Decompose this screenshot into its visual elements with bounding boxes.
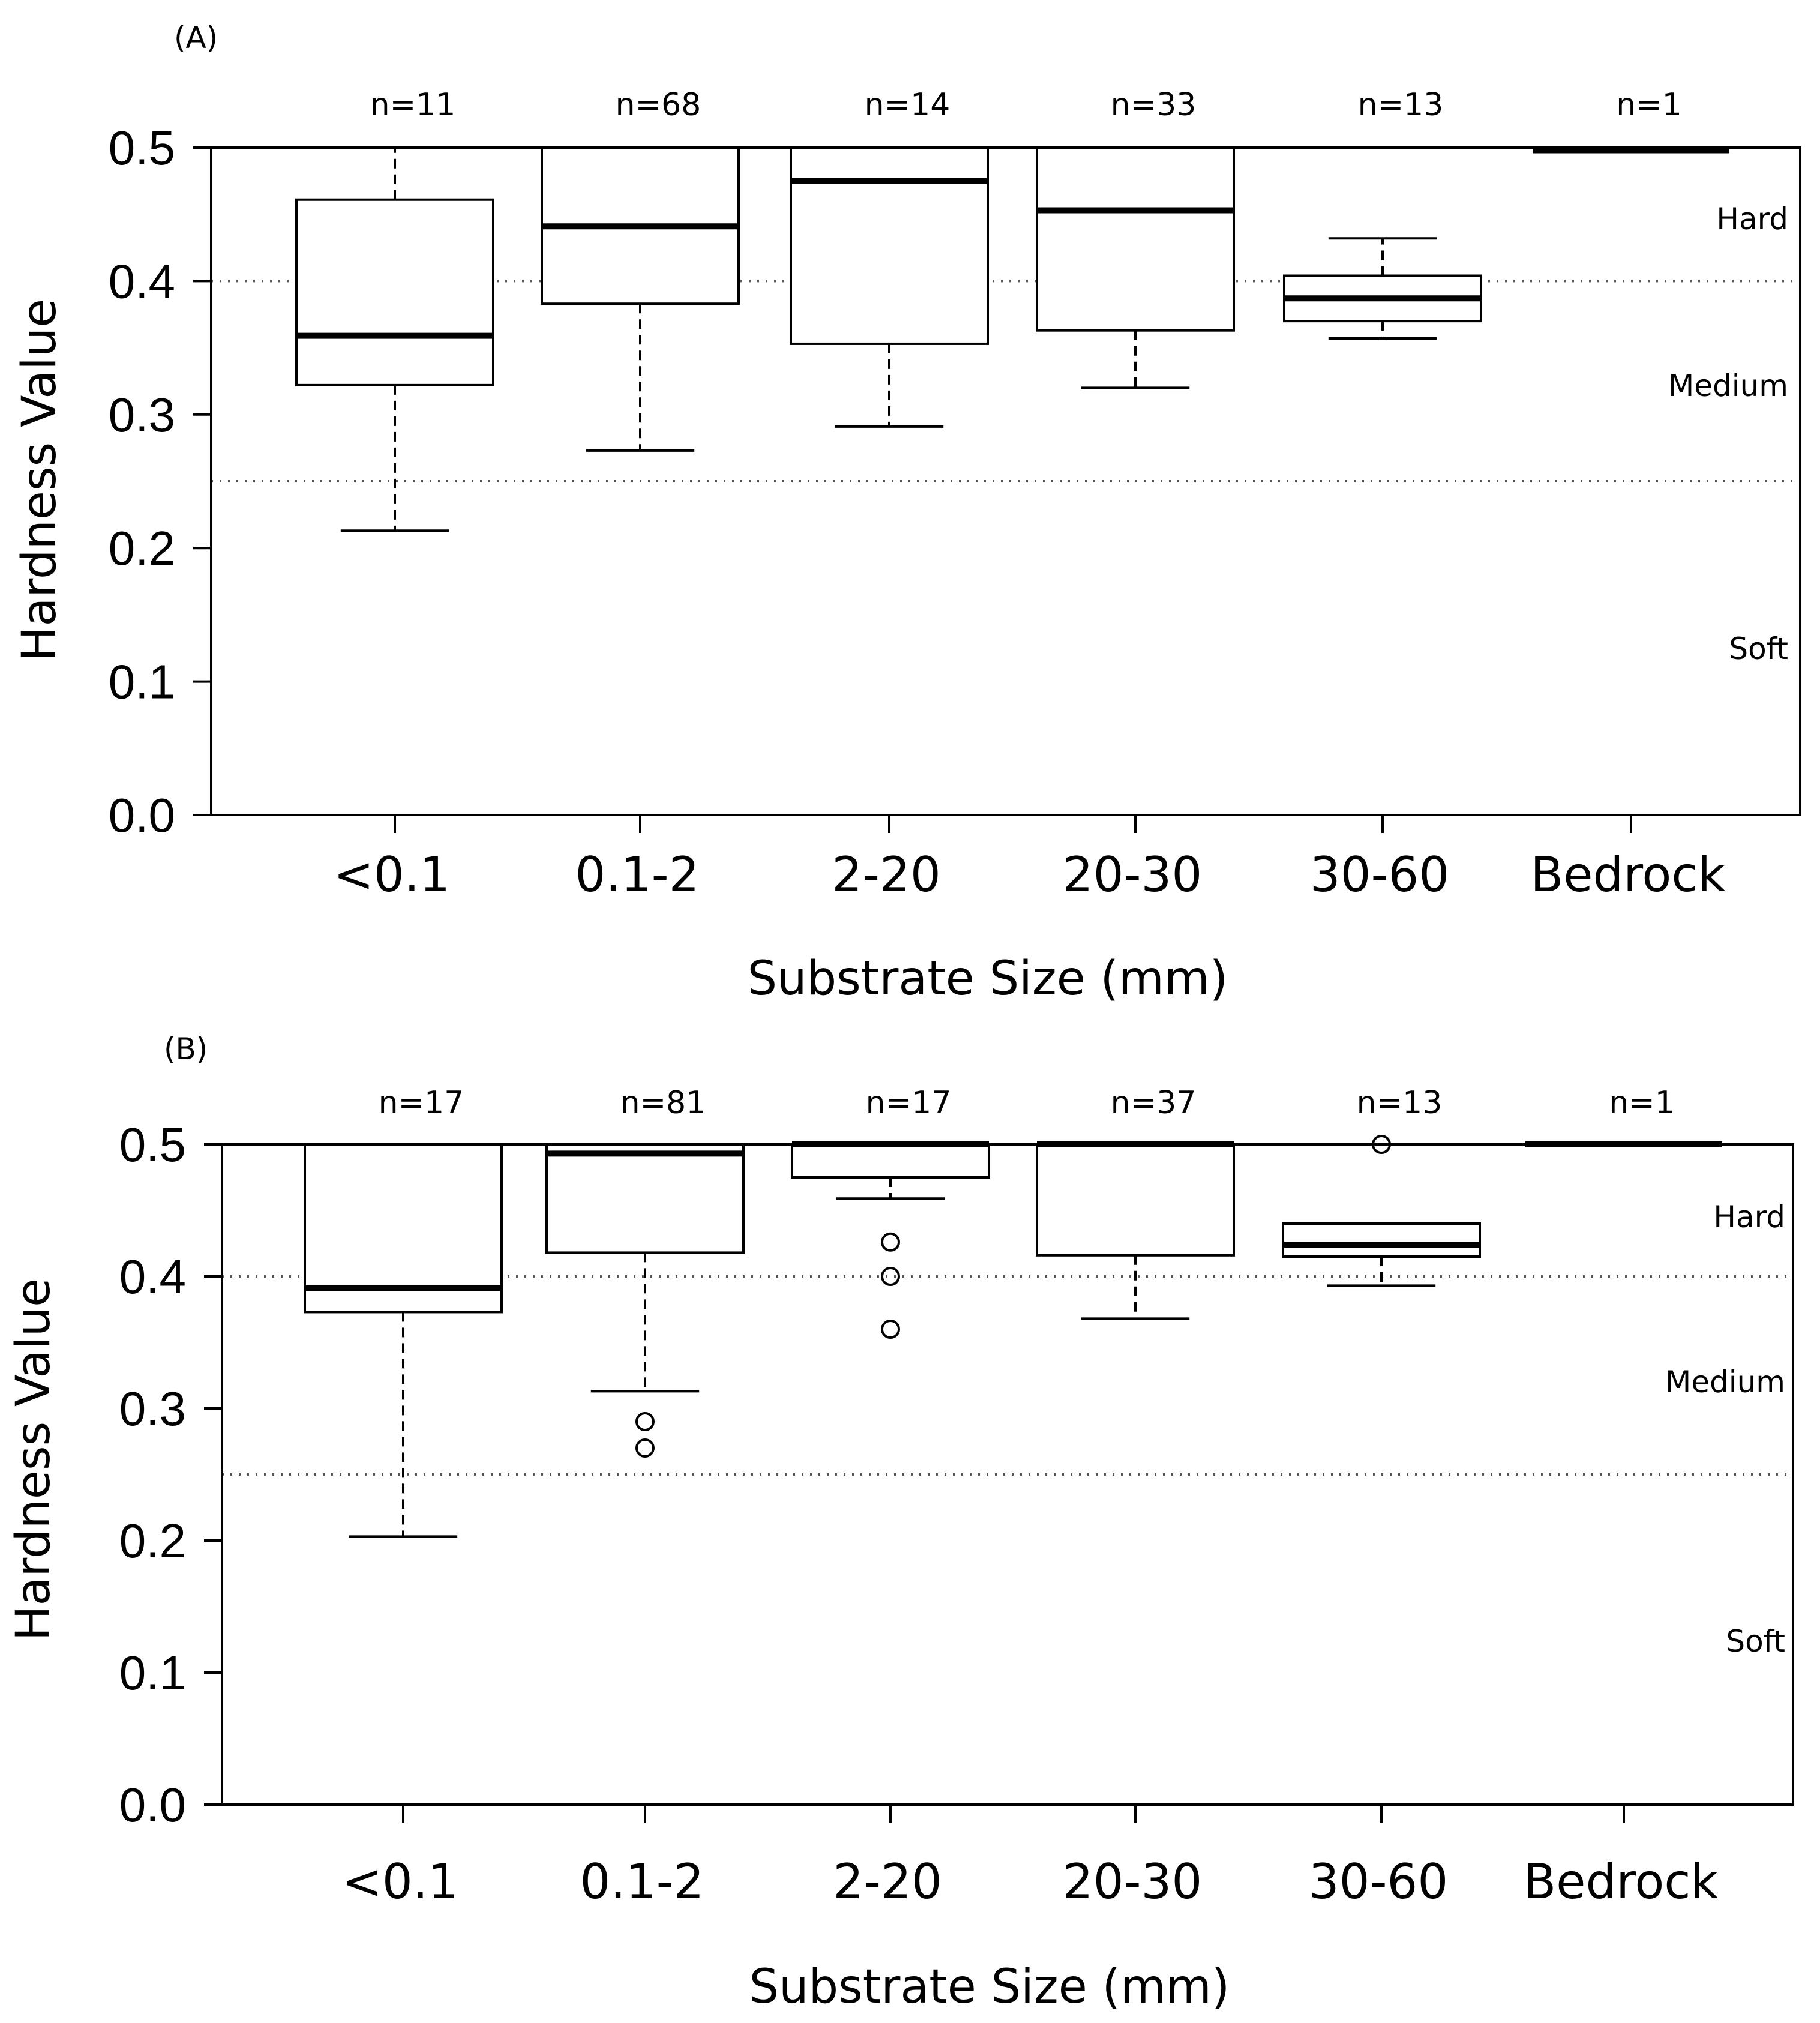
y-tick-label: 0.2 — [119, 1514, 186, 1568]
zone-label: Medium — [1665, 1365, 1785, 1399]
n-label: n=81 — [620, 1085, 706, 1121]
y-tick-label: 0.5 — [109, 121, 175, 175]
box — [791, 1143, 990, 1179]
plot-frame — [210, 146, 1801, 816]
box — [545, 1143, 745, 1254]
x-tick-label: 20-30 — [1063, 1854, 1202, 1910]
panel-b: (B) n=17 <0.1 n=81 0.1-2 n=17 2-20 n=37 20-30 n=1… — [7, 1032, 1794, 2014]
outlier-point — [635, 1412, 655, 1431]
zone-label: Medium — [1668, 368, 1788, 403]
y-tick-label: 0.4 — [119, 1250, 186, 1303]
y-tick-label: 0.5 — [119, 1118, 186, 1171]
panel-a: (A) n=11 <0.1 n=68 0.1-2 n=14 2-20 n=33 20-30 n=1… — [13, 20, 1801, 1006]
outlier-point — [881, 1320, 900, 1339]
n-label: n=13 — [1357, 1085, 1443, 1121]
y-tick-label: 0.0 — [119, 1778, 186, 1832]
panel-label: (B) — [164, 1032, 208, 1066]
x-tick-label: 0.1-2 — [580, 1854, 704, 1910]
x-tick-label: 0.1-2 — [575, 847, 700, 903]
x-tick-label: 30-60 — [1309, 1854, 1448, 1910]
x-tick-label: <0.1 — [334, 847, 450, 903]
x-tick-label: 2-20 — [833, 1854, 942, 1910]
x-tick-label: 20-30 — [1063, 847, 1202, 903]
n-label: n=13 — [1358, 87, 1444, 123]
box — [1282, 1222, 1481, 1258]
plot-frame — [221, 1143, 1794, 1806]
y-tick-label: 0.2 — [109, 522, 175, 575]
y-tick-label: 0.4 — [109, 254, 175, 308]
x-tick-label: Bedrock — [1530, 847, 1726, 903]
outlier-point — [881, 1267, 900, 1286]
x-tick-label: Bedrock — [1523, 1854, 1719, 1910]
x-tick-label: 2-20 — [832, 847, 941, 903]
x-axis-title: Substrate Size (mm) — [749, 1960, 1230, 2014]
n-label: n=33 — [1111, 87, 1197, 123]
x-tick-label: 30-60 — [1310, 847, 1449, 903]
box — [295, 198, 494, 386]
zone-label: Soft — [1726, 1624, 1785, 1659]
outlier-point — [881, 1232, 900, 1252]
n-label: n=17 — [866, 1085, 952, 1121]
panel-label: (A) — [174, 20, 218, 55]
box — [1036, 146, 1235, 332]
n-label: n=1 — [1609, 1085, 1675, 1121]
y-tick-label: 0.1 — [119, 1646, 186, 1700]
outlier-point — [635, 1438, 655, 1458]
y-tick-label: 0.1 — [109, 655, 175, 709]
n-label: n=68 — [616, 87, 701, 123]
y-tick-label: 0.3 — [119, 1382, 186, 1435]
n-label: n=1 — [1616, 87, 1682, 123]
y-axis-title: Hardness Value — [13, 299, 67, 661]
n-label: n=11 — [370, 87, 456, 123]
n-label: n=17 — [379, 1085, 464, 1121]
zone-label: Hard — [1713, 1200, 1785, 1234]
n-label: n=37 — [1111, 1085, 1197, 1121]
box — [790, 146, 989, 345]
y-tick-label: 0.0 — [109, 789, 175, 842]
box — [1036, 1143, 1235, 1257]
box — [304, 1143, 503, 1314]
y-tick-label: 0.3 — [109, 388, 175, 442]
zone-label: Hard — [1716, 202, 1788, 236]
x-axis-title: Substrate Size (mm) — [748, 952, 1228, 1006]
x-tick-label: <0.1 — [342, 1854, 458, 1910]
y-axis-title: Hardness Value — [7, 1278, 61, 1641]
zone-label: Soft — [1729, 631, 1788, 666]
n-label: n=14 — [865, 87, 951, 123]
